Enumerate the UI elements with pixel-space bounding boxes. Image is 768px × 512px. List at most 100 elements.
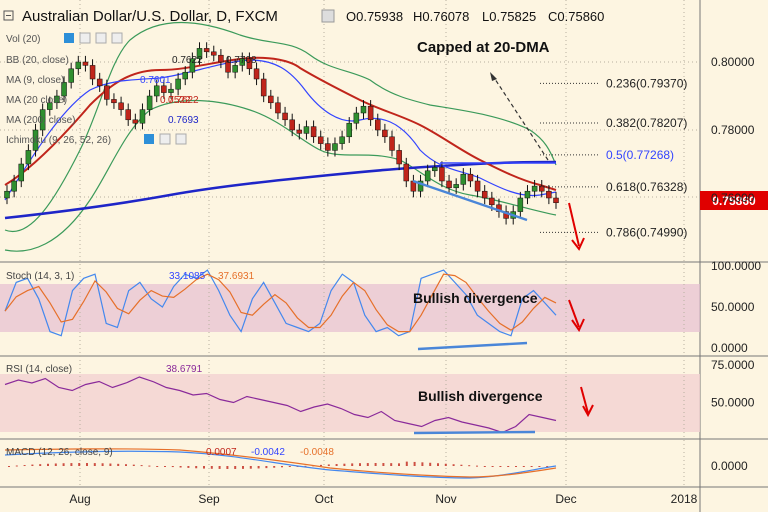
macd-bar — [210, 466, 213, 469]
candle — [146, 89, 153, 116]
candle — [517, 191, 524, 218]
bb-upper — [4, 21, 557, 233]
macd-bar — [125, 464, 127, 466]
collapse-toggle-icon[interactable] — [3, 10, 14, 21]
macd-hist-value: 0.0007 — [206, 447, 237, 458]
dashed-arrowhead — [490, 72, 497, 81]
macd-bar — [522, 466, 525, 467]
macd-bar — [491, 466, 494, 467]
fib-label: 0.786(0.74990) — [606, 225, 687, 239]
candle — [211, 45, 217, 62]
legend-bb-value-3: 0.7522 — [160, 95, 191, 106]
macd-bar — [47, 463, 49, 466]
macd-bar — [86, 463, 88, 466]
rsi-divergence-line — [413, 430, 536, 435]
x-tick-label: 2018 — [671, 492, 698, 506]
macd-bar — [304, 465, 307, 467]
ma20-line — [4, 56, 557, 191]
header-settings-icon[interactable] — [321, 9, 335, 23]
candle — [353, 106, 360, 130]
macd-bar — [265, 466, 268, 469]
candle — [310, 120, 317, 143]
candle — [246, 52, 253, 75]
candle — [239, 52, 246, 72]
candle — [439, 161, 445, 188]
macd-histogram — [8, 461, 549, 469]
y-tick-label: 0.0000 — [711, 459, 748, 473]
x-tick-label: Dec — [555, 492, 576, 506]
macd-bar — [374, 463, 377, 466]
capped-annotation: Capped at 20-DMA — [417, 39, 550, 56]
y-tick-label: 0.80000 — [711, 55, 755, 69]
macd-bar — [164, 466, 166, 467]
macd-signal-line — [4, 448, 557, 478]
candle — [54, 89, 60, 109]
macd-bar — [117, 463, 120, 466]
legend-ichimoku: Ichimoku (9, 26, 52, 26) — [6, 135, 111, 146]
candle — [132, 113, 139, 130]
stoch-k-value: 33.1085 — [169, 271, 206, 282]
macd-bar — [195, 466, 198, 469]
macd-bar — [476, 465, 478, 467]
macd-bar — [398, 463, 400, 466]
fib-label: 0.382(0.78207) — [606, 116, 687, 130]
macd-bar — [288, 466, 291, 467]
macd-bar — [78, 463, 81, 466]
legend-ma20-value: 0.7622 — [168, 95, 199, 106]
fib-label: 0.236(0.79370) — [606, 76, 687, 90]
candle — [153, 79, 160, 103]
macd-bar — [148, 465, 151, 467]
y-tick-label: 100.0000 — [711, 259, 761, 273]
legend-bb-value-1: 0.7622 — [172, 55, 203, 66]
candle — [168, 83, 174, 99]
macd-bar — [437, 463, 439, 466]
macd-bar — [335, 464, 338, 466]
rsi-band — [0, 374, 700, 432]
candle — [481, 185, 488, 205]
macd-bar — [8, 466, 10, 467]
macd-bar — [234, 466, 237, 469]
macd-bar — [156, 466, 159, 467]
macd-bar — [218, 466, 221, 469]
candle — [424, 164, 431, 188]
candle — [389, 130, 395, 157]
candle — [275, 96, 281, 120]
candle — [189, 52, 196, 79]
y-tick-label: 0.0000 — [711, 341, 748, 355]
candle — [332, 137, 338, 157]
candle — [96, 72, 103, 92]
x-tick-label: Sep — [198, 492, 220, 506]
candle — [289, 113, 295, 137]
candle — [453, 178, 459, 194]
macd-bar — [70, 463, 73, 466]
macd-signal-value: -0.0048 — [300, 447, 334, 458]
candle — [118, 96, 124, 116]
candle — [367, 100, 374, 126]
macd-bar — [249, 466, 252, 469]
macd-bar — [382, 463, 385, 466]
legend-ma200-value: 0.7693 — [168, 115, 199, 126]
macd-bar — [429, 462, 432, 466]
candle — [474, 174, 481, 198]
candle — [538, 179, 545, 198]
dashed-projection — [492, 75, 549, 161]
macd-bar — [203, 466, 205, 469]
y-tick-label: 50.0000 — [711, 396, 755, 410]
macd-title: MACD (12, 26, close, 9) — [6, 447, 113, 458]
candle — [39, 103, 46, 137]
candle — [232, 59, 238, 79]
y-tick-label: 75.0000 — [711, 358, 755, 372]
macd-bar — [31, 464, 34, 466]
macd-bar — [242, 466, 244, 469]
legend-icons[interactable] — [64, 32, 187, 145]
macd-bar — [23, 465, 26, 467]
macd-bar — [413, 461, 416, 466]
candle — [382, 123, 388, 143]
macd-bar — [390, 463, 393, 466]
legend-ma9-value: 0.7601 — [140, 75, 171, 86]
macd-bar — [351, 463, 354, 466]
grid-lines — [0, 0, 700, 487]
macd-bar — [538, 466, 541, 467]
macd-bar — [499, 466, 502, 467]
rsi-line — [4, 376, 557, 434]
